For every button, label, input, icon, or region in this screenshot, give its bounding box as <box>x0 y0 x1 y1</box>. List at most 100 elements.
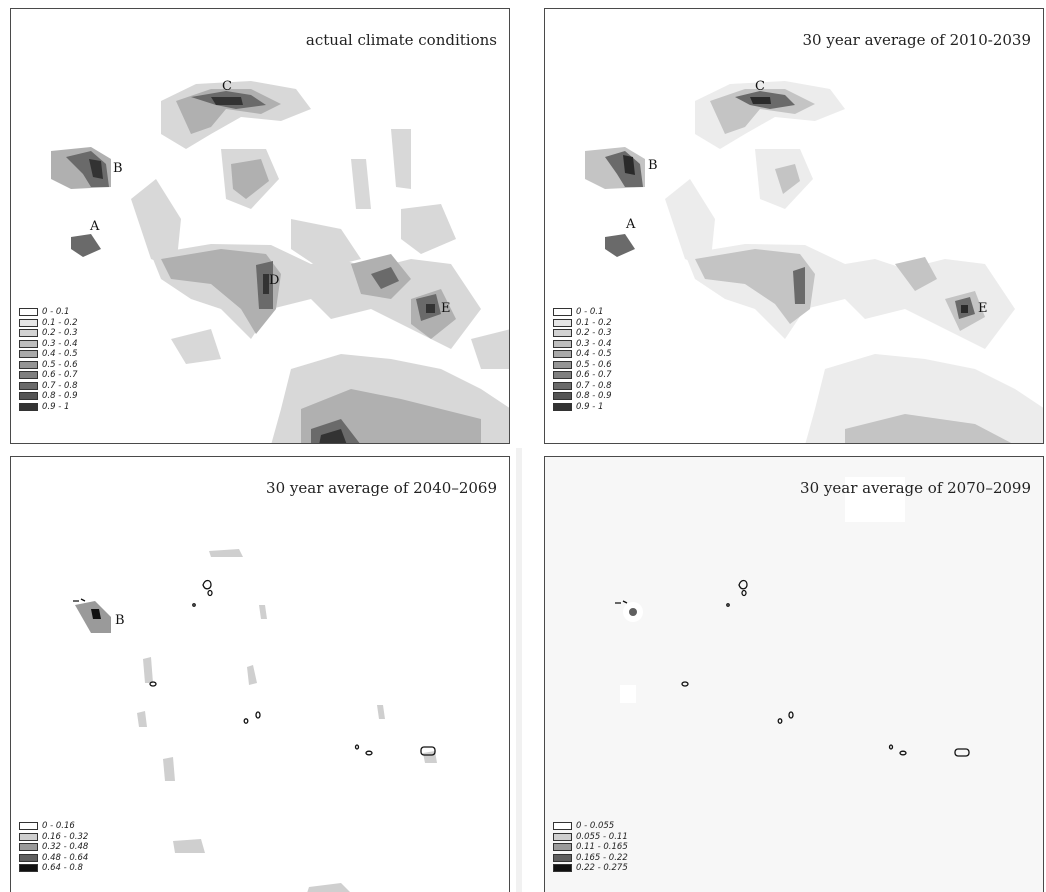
site-label-e: E <box>978 301 988 316</box>
legend-row: 0.9 - 1 <box>19 402 78 413</box>
legend-label: 0.3 - 0.4 <box>42 338 78 349</box>
legend-swatch <box>553 329 572 338</box>
legend-label: 0.5 - 0.6 <box>42 359 78 370</box>
site-label-a: A <box>90 219 100 234</box>
legend-swatch <box>553 318 572 327</box>
site-label-a: A <box>626 217 636 232</box>
legend-row: 0.16 - 0.32 <box>19 832 88 843</box>
legend-row: 0.8 - 0.9 <box>553 391 612 402</box>
legend-row: 0.4 - 0.5 <box>19 349 78 360</box>
panel-title: 30 year average of 2070–2099 <box>800 479 1031 497</box>
legend-swatch <box>553 402 572 411</box>
legend-swatch <box>553 822 572 831</box>
legend-swatch <box>19 350 38 359</box>
site-label-e: E <box>441 301 451 316</box>
legend-swatch <box>19 381 38 390</box>
legend-swatch <box>553 843 572 852</box>
legend-row: 0 - 0.1 <box>553 307 612 318</box>
legend-label: 0.8 - 0.9 <box>576 391 612 402</box>
suitability-map <box>585 81 1043 443</box>
legend-label: 0.5 - 0.6 <box>576 359 612 370</box>
legend-label: 0 - 0.1 <box>42 307 70 318</box>
legend-swatch <box>19 822 38 831</box>
legend-label: 0.16 - 0.32 <box>42 831 89 842</box>
legend-label: 0.8 - 0.9 <box>42 391 78 402</box>
legend-swatch <box>553 853 572 862</box>
legend-label: 0.4 - 0.5 <box>42 349 78 360</box>
legend-swatch <box>19 843 38 852</box>
legend-row: 0.32 - 0.48 <box>19 842 88 853</box>
legend: 0 - 0.16 0.16 - 0.32 0.32 - 0.48 0.48 - … <box>19 821 88 874</box>
legend-swatch <box>19 392 38 401</box>
legend-swatch <box>553 339 572 348</box>
legend-row: 0 - 0.1 <box>19 307 78 318</box>
map-panel-actual: actual climate conditions A B C D E 0 - … <box>10 8 510 444</box>
legend-swatch <box>19 360 38 369</box>
legend-label: 0.22 - 0.275 <box>576 863 628 874</box>
site-label-d: D <box>269 273 280 288</box>
legend-swatch <box>553 360 572 369</box>
legend-row: 0.8 - 0.9 <box>19 391 78 402</box>
panel-title: 30 year average of 2010-2039 <box>802 31 1031 49</box>
legend-row: 0.7 - 0.8 <box>19 381 78 392</box>
map-panel-2070-2099: 30 year average of 2070–2099 0 - 0.055 0… <box>544 456 1044 892</box>
map-panel-2040-2069: 30 year average of 2040–2069 B 0 - 0.16 … <box>10 456 510 892</box>
legend-label: 0.1 - 0.2 <box>42 317 78 328</box>
legend-row: 0.5 - 0.6 <box>553 360 612 371</box>
legend: 0 - 0.1 0.1 - 0.2 0.2 - 0.3 0.3 - 0.4 0.… <box>553 307 612 412</box>
panel-title: 30 year average of 2040–2069 <box>266 479 497 497</box>
legend-swatch <box>19 318 38 327</box>
legend-row: 0.3 - 0.4 <box>553 339 612 350</box>
legend-label: 0.7 - 0.8 <box>576 380 612 391</box>
legend-swatch <box>19 329 38 338</box>
site-label-b: B <box>113 161 123 176</box>
legend-row: 0.9 - 1 <box>553 402 612 413</box>
legend-swatch <box>19 864 38 873</box>
suitability-map <box>615 477 970 757</box>
site-label-b: B <box>648 158 658 173</box>
legend-swatch <box>19 402 38 411</box>
legend-label: 0.9 - 1 <box>576 401 604 412</box>
legend-row: 0.1 - 0.2 <box>553 318 612 329</box>
legend-row: 0.22 - 0.275 <box>553 863 628 874</box>
legend-swatch <box>553 308 572 317</box>
legend-label: 0.64 - 0.8 <box>42 863 83 874</box>
legend-swatch <box>19 339 38 348</box>
site-label-c: C <box>755 79 765 94</box>
legend-row: 0.055 - 0.11 <box>553 832 628 843</box>
legend-label: 0.3 - 0.4 <box>576 338 612 349</box>
legend: 0 - 0.1 0.1 - 0.2 0.2 - 0.3 0.3 - 0.4 0.… <box>19 307 78 412</box>
legend-label: 0.9 - 1 <box>42 401 70 412</box>
legend-swatch <box>553 381 572 390</box>
legend-row: 0.64 - 0.8 <box>19 863 88 874</box>
legend-row: 0.6 - 0.7 <box>19 370 78 381</box>
legend-label: 0.1 - 0.2 <box>576 317 612 328</box>
legend-swatch <box>553 864 572 873</box>
legend-row: 0.1 - 0.2 <box>19 318 78 329</box>
legend-row: 0.48 - 0.64 <box>19 853 88 864</box>
legend-swatch <box>19 308 38 317</box>
legend-row: 0.3 - 0.4 <box>19 339 78 350</box>
legend-swatch <box>553 350 572 359</box>
suitability-map <box>51 81 509 443</box>
legend-row: 0.5 - 0.6 <box>19 360 78 371</box>
legend-swatch <box>19 853 38 862</box>
legend-label: 0.7 - 0.8 <box>42 380 78 391</box>
site-label-b: B <box>115 613 125 628</box>
legend-label: 0.2 - 0.3 <box>42 328 78 339</box>
map-panel-2010-2039: 30 year average of 2010-2039 A B C E 0 -… <box>544 8 1044 444</box>
legend-row: 0.6 - 0.7 <box>553 370 612 381</box>
panel-title: actual climate conditions <box>305 31 497 49</box>
legend: 0 - 0.055 0.055 - 0.11 0.11 - 0.165 0.16… <box>553 821 628 874</box>
legend-label: 0.11 - 0.165 <box>576 842 628 853</box>
legend-label: 0.6 - 0.7 <box>576 370 612 381</box>
legend-label: 0 - 0.1 <box>576 307 604 318</box>
legend-label: 0.48 - 0.64 <box>42 852 89 863</box>
legend-label: 0.6 - 0.7 <box>42 370 78 381</box>
legend-row: 0.7 - 0.8 <box>553 381 612 392</box>
legend-swatch <box>19 832 38 841</box>
legend-swatch <box>553 392 572 401</box>
legend-row: 0.2 - 0.3 <box>19 328 78 339</box>
legend-swatch <box>19 371 38 380</box>
legend-label: 0.32 - 0.48 <box>42 842 89 853</box>
